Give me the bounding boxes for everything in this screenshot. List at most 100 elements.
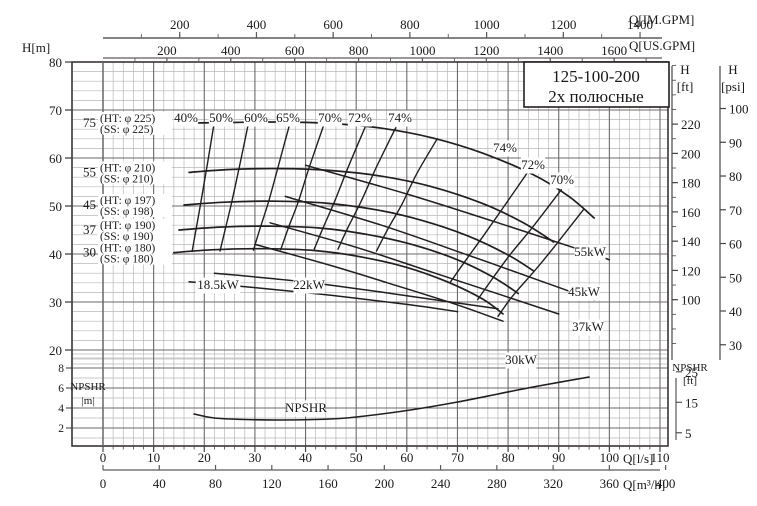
- tick-label-im: 800: [400, 17, 420, 32]
- tick-label-right-psi: 100: [729, 102, 749, 117]
- power-curve: [284, 195, 595, 301]
- axis-title-bottom-m3h: Q[m³/h]: [623, 477, 665, 492]
- impeller-ht-label: (HT: φ 225): [100, 113, 155, 125]
- npshr-curve-path: [193, 376, 590, 421]
- head-curve: [173, 247, 504, 315]
- tick-label-us: 600: [285, 43, 305, 58]
- impeller-ss-label: (SS: φ 180): [100, 254, 153, 266]
- npshr-label-group: NPSHR: [285, 400, 327, 417]
- axis-top-us-gpm: 200 400 600 800 1000 1200 1400 1600: [103, 43, 662, 62]
- tick-label-ls: 70: [451, 450, 464, 465]
- tick-label-left-npshr: 8: [58, 363, 64, 375]
- impeller-labels: 75 (HT: φ 225)(SS: φ 225)55 (HT: φ 210)(SS…: [83, 111, 172, 266]
- efficiency-curve: [375, 138, 438, 252]
- power-label: 37kW: [572, 319, 605, 334]
- head-curve: [188, 167, 555, 243]
- tick-label-m3h: 240: [431, 476, 451, 491]
- efficiency-labels: 40% 50% 60% 65% 70% 72% 74% 74% 72% 70%: [173, 110, 575, 189]
- tick-label-right-ft: 180: [681, 176, 701, 191]
- impeller-power-label: 37: [83, 222, 97, 237]
- tick-label-im: 1200: [550, 17, 576, 32]
- tick-label-us: 1600: [601, 43, 627, 58]
- label-backdrop: [275, 110, 301, 127]
- tick-label-m3h: 360: [600, 476, 620, 491]
- tick-label-m3h: 320: [543, 476, 563, 491]
- tick-label-ls: 30: [248, 450, 261, 465]
- axis-title-right-npshr: NPSHR: [672, 362, 708, 374]
- impeller-label-backdrop: [98, 194, 172, 218]
- tick-label-right-psi: 50: [729, 270, 742, 285]
- tick-label-right-ft: 100: [681, 293, 701, 308]
- tick-label-right-ft: 120: [681, 263, 701, 278]
- tick-label-im: 600: [323, 17, 343, 32]
- axis-title-right-ft-unit: [ft]: [677, 79, 694, 94]
- axis-right-head-psi: 100 90 80 70 60 50 40 30: [719, 66, 749, 360]
- impeller-label-backdrop: [98, 241, 172, 265]
- tick-label-m3h: 400: [656, 476, 676, 491]
- tick-label-right-npshr: 15: [685, 395, 698, 410]
- tick-label-right-ft: 220: [681, 117, 701, 132]
- power-curve: [269, 222, 560, 315]
- impeller-power-label: 45: [83, 197, 96, 212]
- tick-label-right-npshr: 5: [685, 426, 692, 441]
- tick-label-right-psi: 60: [729, 237, 742, 252]
- axis-title-right-ft-h: H: [680, 62, 689, 77]
- tick-label-right-psi: 80: [729, 169, 742, 184]
- impeller-ss-label: (SS: φ 190): [100, 231, 153, 243]
- head-curves: [173, 121, 596, 315]
- impeller-label-backdrop: [98, 161, 172, 185]
- impeller-ht-label: (HT: φ 180): [100, 243, 155, 255]
- tick-label-us: 400: [221, 43, 241, 58]
- tick-label-right-psi: 90: [729, 135, 742, 150]
- efficiency-label: 50%: [209, 110, 233, 125]
- axis-title-right-npshr-unit: [ft]: [683, 375, 697, 387]
- tick-label-m3h: 160: [318, 476, 338, 491]
- tick-label-left-h: 60: [49, 151, 62, 166]
- label-backdrop: [572, 319, 604, 336]
- label-backdrop: [492, 140, 518, 157]
- tick-label-left-h: 80: [49, 55, 62, 70]
- tick-label-ls: 60: [400, 450, 413, 465]
- power-label: 18.5kW: [197, 277, 239, 292]
- tick-label-im: 400: [247, 17, 267, 32]
- axis-top-im-gpm: 200 400 600 800 1000 1200 1400: [103, 17, 662, 39]
- impeller-power-label: 75: [83, 115, 96, 130]
- tick-label-left-h: 50: [49, 199, 62, 214]
- efficiency-label: 72%: [521, 157, 545, 172]
- tick-label-right-psi: 30: [729, 338, 742, 353]
- axis-title-bottom-ls: Q[l/s]: [623, 451, 653, 466]
- label-backdrop: [173, 110, 199, 127]
- tick-label-ls: 90: [552, 450, 565, 465]
- tick-label-left-h: 40: [49, 247, 62, 262]
- tick-label-m3h: 200: [375, 476, 395, 491]
- tick-label-left-h: 70: [49, 103, 62, 118]
- tick-label-im: 200: [170, 17, 190, 32]
- axis-title-right-psi-unit: [psi]: [721, 79, 745, 94]
- label-backdrop: [243, 110, 269, 127]
- impeller-ht-label: (HT: φ 190): [100, 220, 155, 232]
- tick-label-left-h: 30: [49, 295, 62, 310]
- title-poles: 2x полюсные: [548, 87, 643, 106]
- label-backdrop: [549, 172, 575, 189]
- efficiency-label: 72%: [348, 110, 372, 125]
- impeller-ss-label: (SS: φ 225): [100, 124, 153, 136]
- efficiency-label: 40%: [174, 110, 198, 125]
- tick-label-ls: 80: [502, 450, 515, 465]
- title-box-frame: [523, 61, 670, 108]
- head-curve: [178, 225, 520, 295]
- axis-title-right-psi-h: H: [728, 62, 737, 77]
- efficiency-curve: [313, 123, 367, 250]
- impeller-power-label: 55: [83, 164, 96, 179]
- title-box: 125-100-200 2x полюсные: [523, 61, 670, 108]
- axis-title-top-us: Q[US.GPM]: [629, 38, 695, 53]
- power-labels: 18.5kW 22kW 30kW 37kW 45kW 55kW: [195, 244, 607, 369]
- label-backdrop: [520, 157, 546, 174]
- label-backdrop: [208, 110, 234, 127]
- tick-label-m3h: 40: [153, 476, 166, 491]
- efficiency-label: 70%: [318, 110, 342, 125]
- axis-right-npshr-ft: 25 15 5: [675, 365, 698, 441]
- axis-bottom-ls: 0 10 20 30 40 50 60 70 80 90 100 110: [100, 446, 670, 465]
- efficiency-curve: [477, 189, 562, 301]
- tick-label-right-ft: 200: [681, 146, 701, 161]
- label-backdrop: [347, 110, 373, 127]
